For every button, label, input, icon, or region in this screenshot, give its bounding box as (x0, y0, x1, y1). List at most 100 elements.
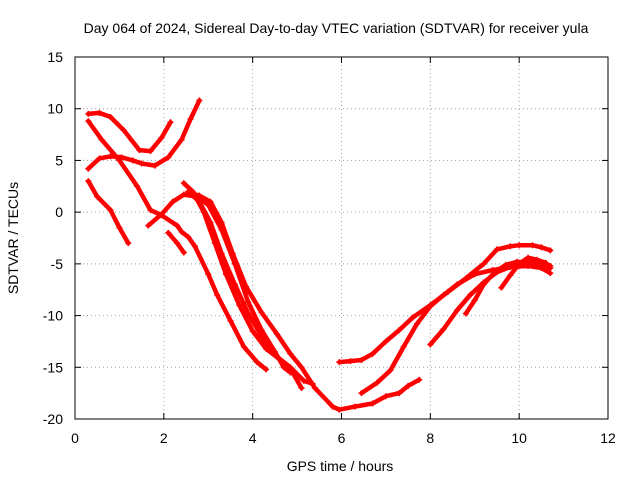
grid (75, 57, 608, 419)
data-point (178, 228, 185, 235)
chart-title: Day 064 of 2024, Sidereal Day-to-day VTE… (84, 20, 589, 36)
data-point (498, 284, 505, 291)
x-tick-label: 12 (600, 430, 616, 446)
data-point (214, 291, 221, 298)
data-point (287, 350, 294, 357)
data-point (507, 243, 514, 250)
data-point (287, 364, 294, 371)
data-point (369, 400, 376, 407)
data-point (174, 222, 181, 229)
data-point (249, 328, 256, 335)
series-arc-4 (85, 178, 132, 247)
series-arc-8 (165, 229, 187, 256)
x-tick-label: 8 (426, 430, 434, 446)
data-point (107, 113, 114, 120)
data-point (196, 97, 203, 104)
data-point (187, 116, 194, 123)
data-point (96, 109, 103, 116)
data-point (547, 247, 554, 254)
series-arc-9 (185, 189, 423, 413)
data-point (440, 326, 447, 333)
data-point (329, 403, 336, 410)
series-arc-14 (498, 254, 549, 291)
series-arc-13 (462, 258, 554, 317)
series-line (359, 261, 553, 396)
series-layer (85, 97, 554, 413)
series-line (86, 178, 131, 246)
data-point (480, 260, 487, 267)
data-point (107, 207, 114, 214)
y-tick-label: 15 (47, 49, 63, 65)
data-point (409, 314, 416, 321)
data-point (300, 377, 307, 384)
y-tick-label: 10 (47, 101, 63, 117)
data-point (471, 271, 478, 278)
series-arc-2 (85, 118, 269, 373)
data-point (298, 384, 305, 391)
data-point (262, 345, 269, 352)
data-point (236, 302, 243, 309)
data-point (118, 154, 125, 161)
data-point (347, 358, 354, 365)
data-point (416, 376, 423, 383)
data-point (298, 364, 305, 371)
data-point (147, 148, 154, 155)
data-point (358, 357, 365, 364)
data-point (185, 189, 192, 196)
data-point (158, 211, 165, 218)
x-axis-ticks: 0 2 4 6 8 10 12 (71, 57, 616, 446)
data-point (400, 343, 407, 350)
data-point (369, 350, 376, 357)
data-point (274, 331, 281, 338)
y-axis-ticks: -20 -15 -10 -5 0 5 10 15 (43, 49, 608, 427)
x-tick-label: 2 (160, 430, 168, 446)
data-point (120, 127, 127, 134)
data-point (396, 390, 403, 397)
data-point (396, 327, 403, 334)
y-tick-label: -10 (43, 308, 63, 324)
data-point (136, 147, 143, 154)
data-point (538, 244, 545, 251)
data-point (129, 157, 136, 164)
x-tick-label: 6 (338, 430, 346, 446)
data-point (529, 242, 536, 249)
data-point (502, 261, 509, 268)
data-point (336, 406, 343, 413)
data-point (542, 259, 549, 266)
data-point (180, 180, 187, 187)
data-point (254, 359, 261, 366)
series-arc-3 (85, 97, 203, 172)
data-point (180, 191, 187, 198)
data-point (174, 240, 181, 247)
data-point (169, 198, 176, 205)
data-point (507, 272, 514, 279)
data-point (243, 283, 250, 290)
data-point (516, 260, 523, 267)
data-point (274, 353, 281, 360)
data-point (85, 118, 92, 125)
data-point (462, 310, 469, 317)
data-point (180, 249, 187, 256)
data-point (107, 153, 114, 160)
data-point (440, 291, 447, 298)
data-point (262, 366, 269, 373)
data-point (158, 134, 165, 141)
series-arc-11 (358, 260, 554, 397)
series-line (86, 110, 173, 154)
data-point (493, 246, 500, 253)
y-tick-label: -15 (43, 359, 63, 375)
data-point (218, 250, 225, 257)
data-point (191, 243, 198, 250)
data-point (165, 154, 172, 161)
data-point (165, 229, 172, 236)
data-point (185, 233, 192, 240)
data-point (311, 384, 318, 391)
data-point (145, 222, 152, 229)
data-point (414, 320, 421, 327)
y-tick-label: 0 (55, 204, 63, 220)
y-tick-label: 5 (55, 152, 63, 168)
data-point (134, 183, 141, 190)
data-point (336, 359, 343, 366)
data-point (516, 242, 523, 249)
